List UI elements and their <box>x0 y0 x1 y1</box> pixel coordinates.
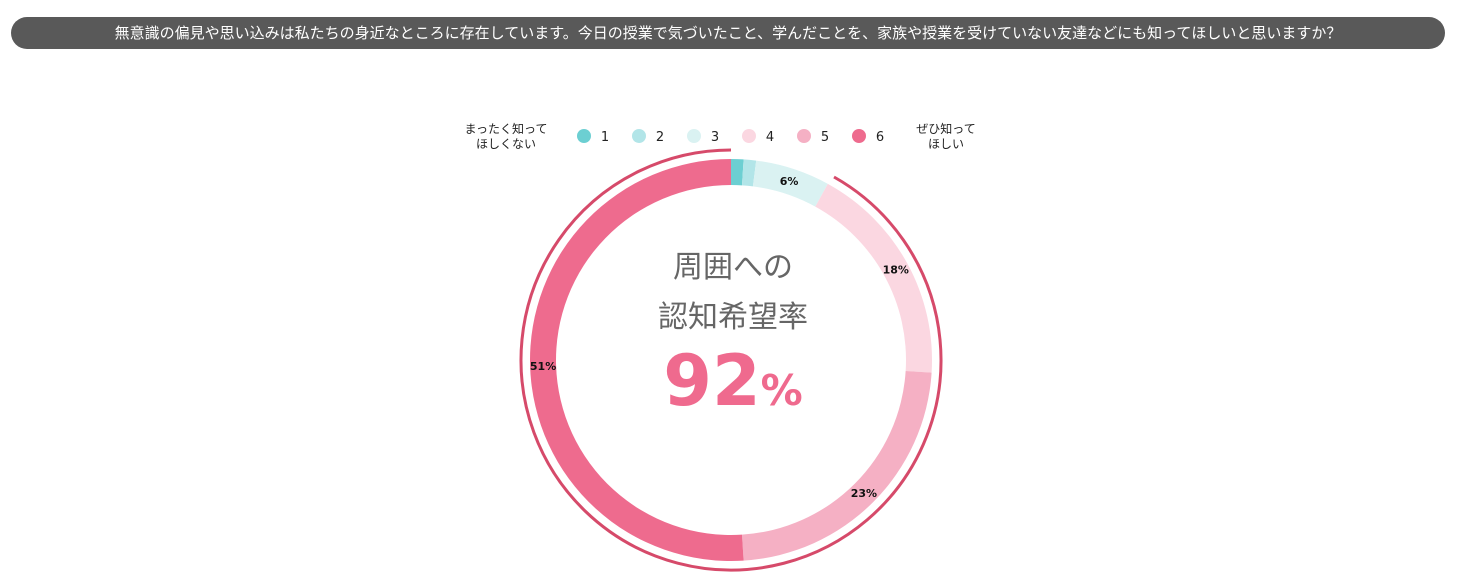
center-value-number: 92 <box>663 340 760 422</box>
donut-slice-3 <box>752 160 828 207</box>
chart-legend: まったく知って ほしくない 1 2 3 4 5 6 ぜひ知って ほしい <box>465 122 976 151</box>
legend-swatch-3 <box>687 129 701 143</box>
legend-swatch-5 <box>797 129 811 143</box>
slice-label-6: 51% <box>530 360 556 373</box>
donut-slice-2 <box>741 159 757 187</box>
legend-swatch-1 <box>577 129 591 143</box>
legend-swatch-4 <box>742 129 756 143</box>
slice-label-3: 6% <box>780 175 799 188</box>
donut-slice-6 <box>530 159 744 562</box>
center-title-line1: 周囲への <box>673 250 793 285</box>
legend-label-5: 5 <box>821 130 829 145</box>
slice-label-5: 23% <box>851 487 877 500</box>
center-value: 92% <box>663 340 803 422</box>
legend-label-1: 1 <box>601 130 609 145</box>
donut-slice-4 <box>815 183 933 373</box>
slice-label-4: 18% <box>883 263 909 276</box>
center-value-unit: % <box>761 366 803 415</box>
legend-label-2: 2 <box>656 130 664 145</box>
legend-label-6: 6 <box>876 130 884 145</box>
donut-slice-1 <box>731 159 744 186</box>
legend-right-label-line1: ぜひ知って <box>916 122 975 136</box>
donut-slice-5 <box>741 370 932 561</box>
highlight-arc-group <box>519 148 943 572</box>
highlight-arc <box>519 148 943 572</box>
legend-label-3: 3 <box>711 130 719 145</box>
legend-left-label-line1: まったく知って <box>465 122 548 136</box>
legend-right-label-line2: ほしい <box>928 137 964 151</box>
center-title-line2: 認知希望率 <box>658 300 808 335</box>
legend-label-4: 4 <box>766 130 774 145</box>
donut-slices <box>530 159 933 562</box>
legend-swatch-6 <box>852 129 866 143</box>
legend-left-label-line2: ほしくない <box>476 137 536 151</box>
legend-swatch-2 <box>632 129 646 143</box>
donut-slice-labels: 6% 18% 23% 51% <box>530 175 909 500</box>
question-banner: 無意識の偏見や思い込みは私たちの身近なところに存在しています。今日の授業で気づい… <box>11 17 1445 49</box>
